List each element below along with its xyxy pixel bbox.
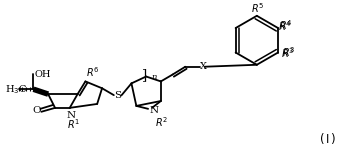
Text: H$_3$C: H$_3$C xyxy=(5,83,27,96)
Text: $R^4$: $R^4$ xyxy=(278,19,292,33)
Text: OH: OH xyxy=(34,70,51,79)
Text: N: N xyxy=(66,111,75,120)
Text: $R^6$: $R^6$ xyxy=(86,66,99,80)
Text: S: S xyxy=(114,91,121,100)
Text: O: O xyxy=(32,106,41,115)
Text: $R^3$: $R^3$ xyxy=(282,46,296,59)
Text: $R^1$: $R^1$ xyxy=(67,118,80,131)
Text: n: n xyxy=(151,73,157,82)
Text: $R^3$: $R^3$ xyxy=(281,47,295,60)
Text: ]: ] xyxy=(141,69,147,83)
Text: $R^2$: $R^2$ xyxy=(155,116,169,129)
Text: $(\,\mathrm{I}\,)$: $(\,\mathrm{I}\,)$ xyxy=(318,131,336,146)
Text: $R^5$: $R^5$ xyxy=(251,1,265,15)
Text: $R^4$: $R^4$ xyxy=(279,18,293,32)
Text: N: N xyxy=(150,106,159,115)
Text: X: X xyxy=(200,62,206,71)
